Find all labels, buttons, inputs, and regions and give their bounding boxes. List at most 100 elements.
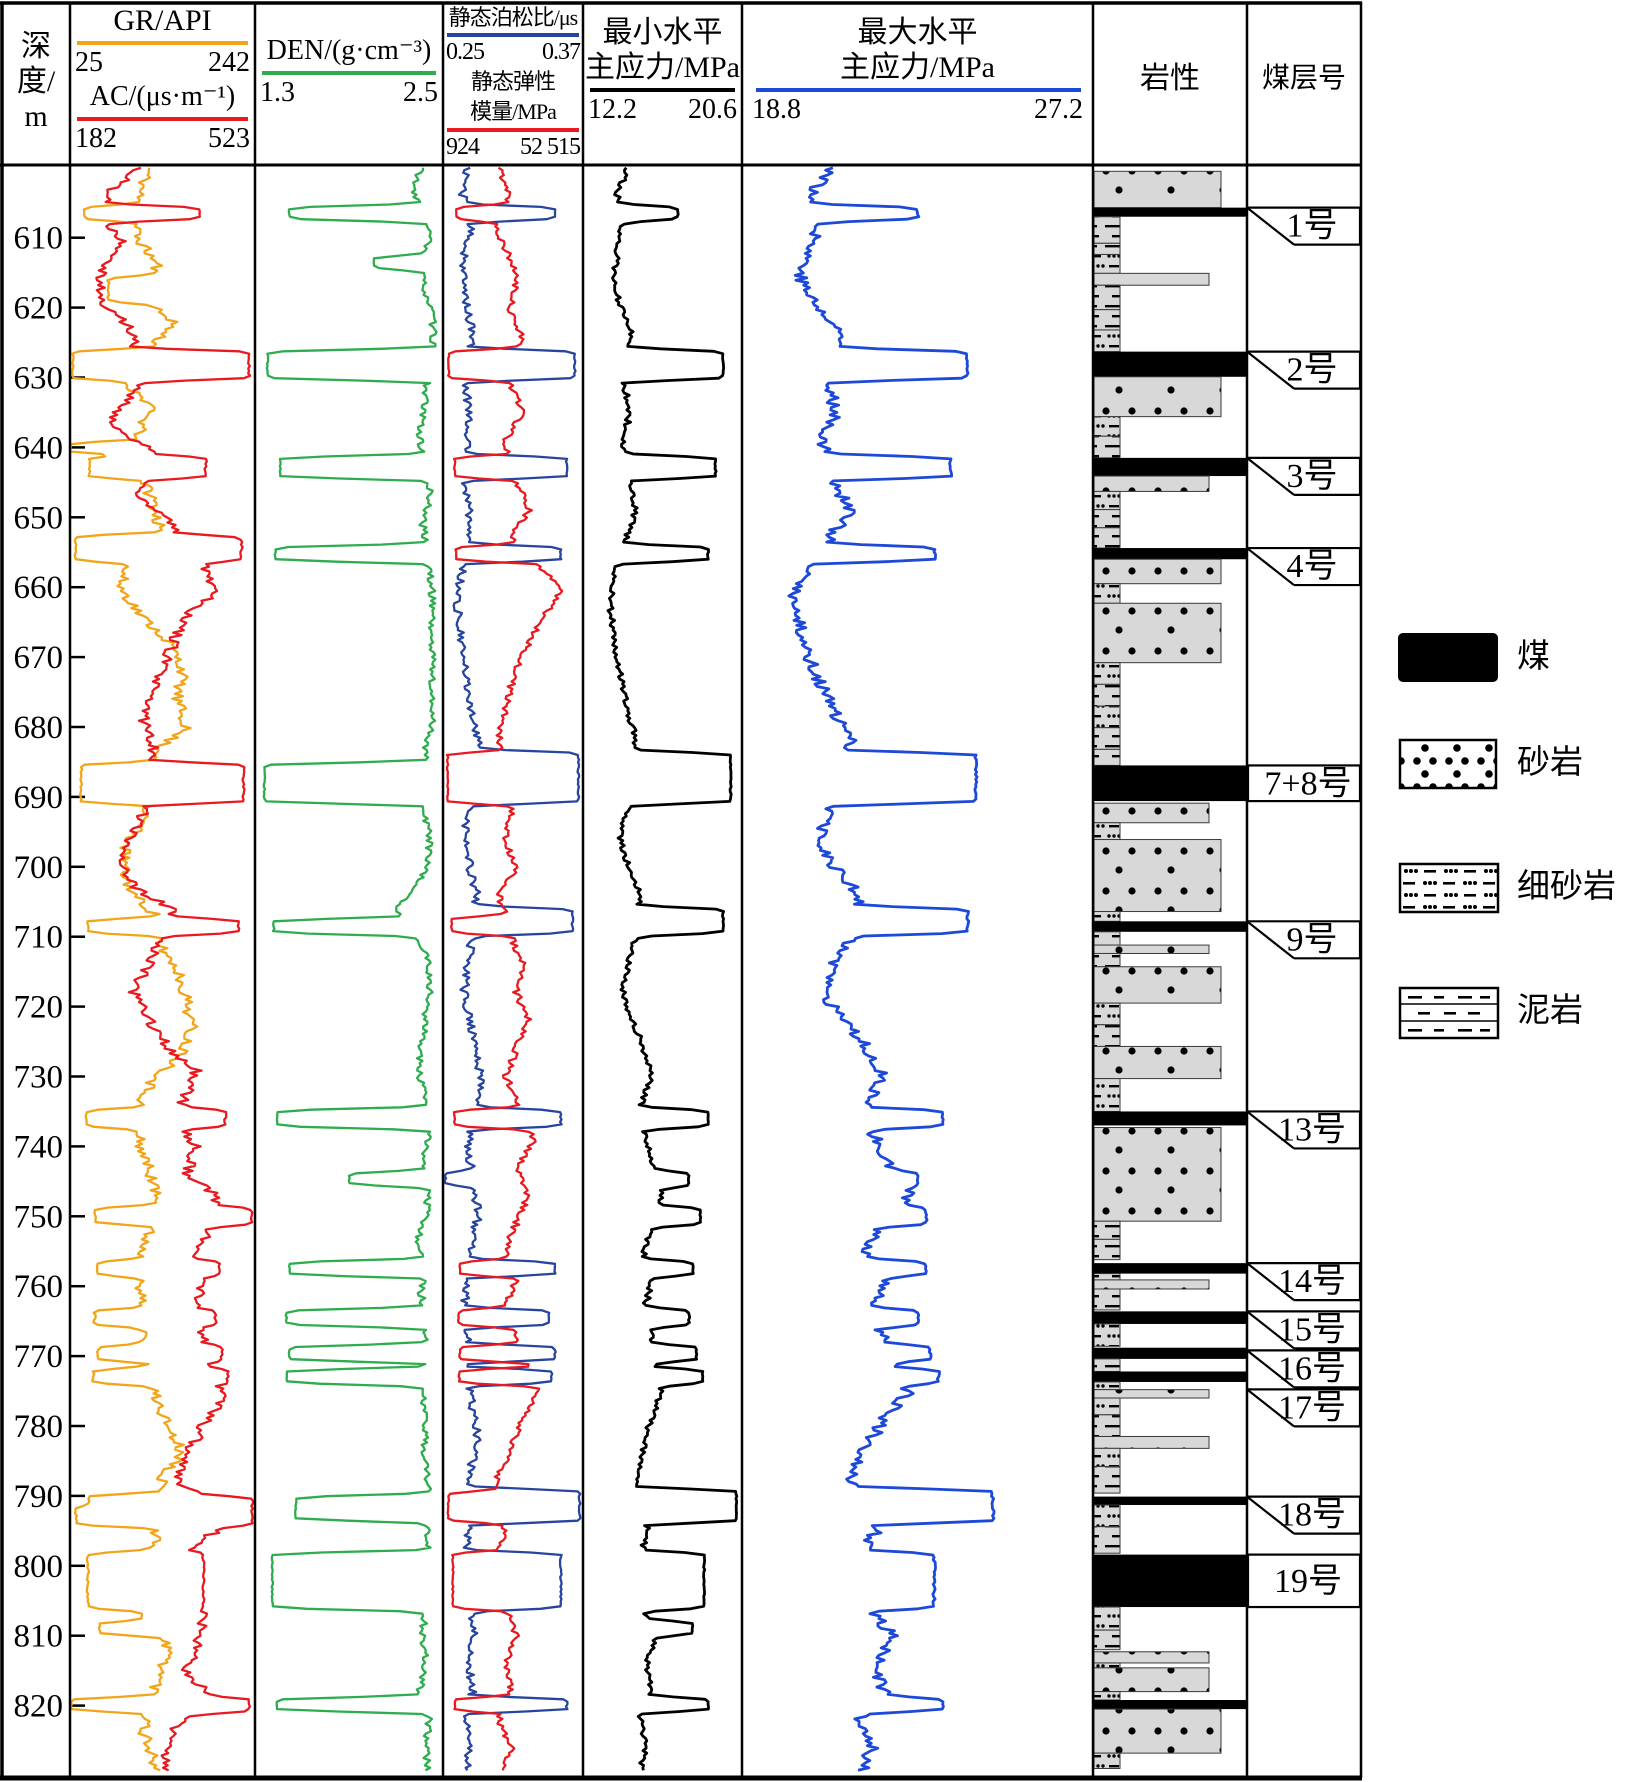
shmin-track-header: 最小水平 主应力/MPa 12.2 20.6 xyxy=(583,3,742,175)
static-track-header: 静态泊松比/μs 0.25 0.37 静态弹性 模量/MPa 924 52 51… xyxy=(443,3,583,163)
lithology-column-header: 岩性 xyxy=(1093,3,1247,221)
shmax-track-header: 最大水平 主应力/MPa 18.8 27.2 xyxy=(742,3,1093,175)
seam-label-16号: 16号 xyxy=(1246,1349,1362,1389)
svg-text:17号: 17号 xyxy=(1278,1389,1346,1426)
seam-column-label: 煤层号 xyxy=(1261,63,1346,94)
lith-block-mudstone xyxy=(1093,748,1121,766)
svg-text:9号: 9号 xyxy=(1287,921,1338,958)
lith-block-sandbar xyxy=(1093,1667,1210,1693)
svg-text:15号: 15号 xyxy=(1278,1311,1346,1348)
lith-block-fine xyxy=(1093,1078,1121,1112)
depth-header-line2: 度/ xyxy=(16,65,56,98)
depth-tick-label: 750 xyxy=(14,1199,64,1235)
svg-text:3号: 3号 xyxy=(1287,458,1338,495)
gr-ac-track-header: GR/API 25 242 AC/(μs·m⁻¹) 182 523 xyxy=(70,3,255,163)
lith-block-coal xyxy=(1094,1347,1246,1359)
lith-block-fine xyxy=(1093,583,1121,604)
lithology-label: 岩性 xyxy=(1140,62,1200,95)
depth-tick-label: 790 xyxy=(14,1479,64,1515)
svg-text:4号: 4号 xyxy=(1287,548,1338,585)
depth-tick-label: 650 xyxy=(14,500,64,536)
lith-block-fine xyxy=(1093,329,1121,353)
lith-block-mudstone xyxy=(1093,1220,1121,1240)
lith-block-coal xyxy=(1094,351,1246,377)
depth-tick-label: 630 xyxy=(14,360,64,396)
depth-tick-label: 780 xyxy=(14,1409,64,1445)
lith-block-coal xyxy=(1094,1263,1246,1274)
gr-range: 25 242 xyxy=(70,46,255,79)
seam-label-18号: 18号 xyxy=(1246,1495,1362,1535)
lith-block-mudstone xyxy=(1093,1358,1121,1372)
shmax-scale-line xyxy=(756,88,1081,92)
ac-scale-line xyxy=(77,117,248,121)
depth-tick-label: 620 xyxy=(14,291,64,327)
curve-shmax xyxy=(787,166,996,1772)
depth-tick-label: 690 xyxy=(14,780,64,816)
seam-label-2号: 2号 xyxy=(1246,350,1362,390)
shmin-label-line1: 最小水平 xyxy=(602,16,723,49)
legend-item-coal: 煤 xyxy=(1398,633,1550,682)
shmin-scale-line xyxy=(590,88,735,92)
legend-item-mudstone: 泥岩 xyxy=(1398,986,1583,1040)
depth-tick-label: 660 xyxy=(14,570,64,606)
lith-block-mudstone xyxy=(1093,309,1121,331)
shmax-range: 18.8 27.2 xyxy=(742,93,1093,126)
lith-block-fine xyxy=(1093,1002,1121,1026)
depth-tick-label: 810 xyxy=(14,1619,64,1655)
depth-tick-label: 740 xyxy=(14,1129,64,1165)
ac-label: AC/(μs·m⁻¹) xyxy=(89,81,236,112)
e-label-line1: 静态弹性 xyxy=(470,69,556,94)
seam-label-3号: 3号 xyxy=(1246,456,1362,496)
seam-label-7+8号: 7+8号 xyxy=(1246,764,1362,802)
depth-tick-label: 640 xyxy=(14,430,64,466)
seam-label-17号: 17号 xyxy=(1246,1388,1362,1428)
lith-block-fine xyxy=(1093,822,1121,841)
depth-header-line3: m xyxy=(24,100,48,133)
depth-tick-label: 720 xyxy=(14,990,64,1026)
lith-block-fine xyxy=(1093,1504,1121,1528)
seam-label-1号: 1号 xyxy=(1246,206,1362,246)
legend-item-sandstone: 砂岩 xyxy=(1398,738,1583,790)
den-max: 2.5 xyxy=(403,77,438,108)
lith-block-mudstone xyxy=(1093,931,1121,946)
depth-tick-label: 760 xyxy=(14,1269,64,1305)
legend-swatch-fine-sandstone xyxy=(1398,862,1500,914)
seam-label-4号: 4号 xyxy=(1246,546,1362,587)
e-label-line2: 模量/MPa xyxy=(470,99,557,124)
lith-block-sandbar xyxy=(1093,1389,1210,1399)
svg-text:1号: 1号 xyxy=(1287,208,1338,245)
seam-label-15号: 15号 xyxy=(1246,1310,1362,1350)
legend-label: 砂岩 xyxy=(1517,744,1583,781)
lith-block-mudstone xyxy=(1093,1273,1121,1281)
lith-block-fine xyxy=(1093,1752,1121,1770)
gr-max: 242 xyxy=(208,47,250,78)
shmin-max: 20.6 xyxy=(688,94,737,125)
lith-block-coal xyxy=(1094,1311,1246,1324)
seam-label-14号: 14号 xyxy=(1246,1262,1362,1302)
lith-block-coal xyxy=(1094,1700,1246,1710)
lith-block-coal xyxy=(1094,1496,1246,1505)
svg-text:7+8号: 7+8号 xyxy=(1264,765,1351,802)
lith-block-fine xyxy=(1093,1606,1121,1631)
pois-max: 0.37 xyxy=(542,39,581,65)
ac-max: 523 xyxy=(208,123,250,154)
lith-block-fine xyxy=(1093,490,1121,511)
lith-block-fine xyxy=(1093,1691,1121,1701)
lith-block-mudstone xyxy=(1093,1288,1121,1311)
pois-scale-line xyxy=(447,33,579,37)
lith-block-mudstone xyxy=(1093,1629,1121,1651)
shmin-range: 12.2 20.6 xyxy=(583,93,742,126)
den-scale-line xyxy=(262,71,436,75)
gr-scale-line xyxy=(77,41,248,45)
depth-tick-label: 700 xyxy=(14,850,64,886)
lith-block-fine xyxy=(1093,1397,1121,1416)
depth-tick-label: 610 xyxy=(14,221,64,257)
lith-block-sandstone xyxy=(1093,376,1222,418)
seam-label-19号: 19号 xyxy=(1246,1553,1362,1609)
e-scale-line xyxy=(447,128,579,132)
den-track-header: DEN/(g·cm⁻³) 1.3 2.5 xyxy=(255,3,443,193)
shmax-min: 18.8 xyxy=(752,94,801,125)
lith-block-sandbar xyxy=(1093,1435,1210,1449)
curve-emod xyxy=(445,166,564,1771)
lith-block-coal xyxy=(1094,921,1246,932)
